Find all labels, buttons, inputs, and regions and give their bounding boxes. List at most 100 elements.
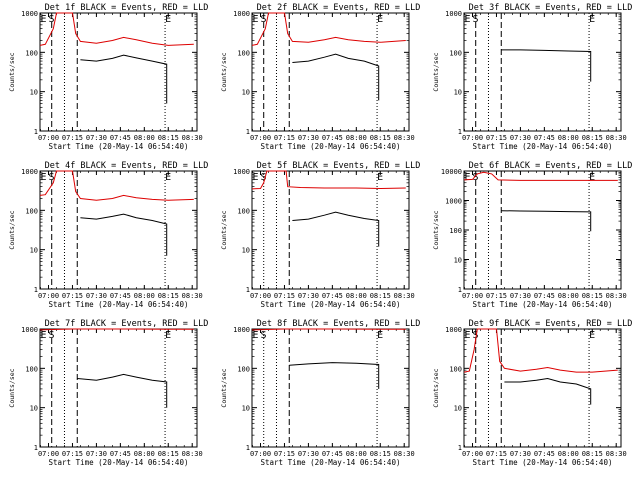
panel-6-xtick-label: 08:30 <box>606 292 627 300</box>
panel-6-xtick-label: 07:45 <box>534 292 555 300</box>
panel-4-ytick-label: 10 <box>30 247 38 255</box>
panel-4-lld-series <box>39 170 194 201</box>
panel-7-ylabel: Counts/sec <box>8 368 16 407</box>
panel-4-interval-mark: E <box>41 172 47 183</box>
panel-8-xtick-label: 08:30 <box>394 450 415 458</box>
panel-6-ytick-label: 10000 <box>441 168 462 176</box>
panel-6-lld-series <box>463 171 618 181</box>
panel-1-ytick-label: 1 <box>34 128 38 136</box>
panel-4-interval-mark: E <box>165 172 171 183</box>
panel-5-xlabel: Start Time (20-May-14 06:54:40) <box>261 300 401 309</box>
panel-2-events-series <box>292 53 380 101</box>
panel-2-xtick-label: 07:00 <box>250 134 271 142</box>
panel-3-ytick-label: 1 <box>458 128 462 136</box>
panel-9-xlabel: Start Time (20-May-14 06:54:40) <box>473 458 613 467</box>
panel-1-xlabel: Start Time (20-May-14 06:54:40) <box>49 142 189 151</box>
panel-3-xtick-label: 07:30 <box>510 134 531 142</box>
panel-2-interval-mark: E <box>377 14 383 25</box>
panel-9-interval-mark: S <box>473 330 479 341</box>
panel-7-xtick-label: 07:45 <box>110 450 131 458</box>
panel-4-xtick-label: 08:15 <box>158 292 179 300</box>
panel-2-ytick-label: 10 <box>242 89 250 97</box>
panel-1-lld-series <box>39 12 194 46</box>
panel-2-xtick-label: 08:30 <box>394 134 415 142</box>
panel-6-interval-mark: E <box>589 172 595 183</box>
panel-6-title: Det 6f BLACK = Events, RED = LLD <box>469 161 633 171</box>
panel-7-plot-frame <box>39 328 198 448</box>
panel-4-ytick-label: 100 <box>25 207 38 215</box>
panel-7-interval-mark: E <box>165 330 171 341</box>
panel-1-interval-mark: E <box>41 14 47 25</box>
panel-5-xtick-label: 07:15 <box>274 292 295 300</box>
panel-6-xtick-label: 07:00 <box>462 292 483 300</box>
panel-5-ytick-label: 10 <box>242 247 250 255</box>
panel-1-events-series <box>80 54 168 104</box>
panel-2-ytick-label: 1000 <box>233 10 250 18</box>
panel-1-xtick-label: 08:15 <box>158 134 179 142</box>
panel-4-xtick-label: 08:00 <box>134 292 155 300</box>
panel-7-ytick-label: 1000 <box>21 326 38 334</box>
panel-1-xtick-label: 07:00 <box>38 134 59 142</box>
panel-9-title: Det 9f BLACK = Events, RED = LLD <box>469 319 633 329</box>
panel-5-ytick-label: 1000 <box>233 168 250 176</box>
panel-9-xtick-label: 08:00 <box>558 450 579 458</box>
panel-5-ytick-label: 100 <box>237 207 250 215</box>
panel-8-xtick-label: 07:45 <box>322 450 343 458</box>
panel-8-ytick-label: 1000 <box>233 326 250 334</box>
panel-9-ytick-label: 1 <box>458 444 462 452</box>
panel-4-ytick-label: 1 <box>34 286 38 294</box>
panel-8-ytick-label: 1 <box>246 444 250 452</box>
panel-1-interval-mark: S <box>49 14 55 25</box>
panel-9-xtick-label: 07:15 <box>486 450 507 458</box>
panel-2-xtick-label: 08:15 <box>370 134 391 142</box>
panel-4-title: Det 4f BLACK = Events, RED = LLD <box>45 161 209 171</box>
panel-2-xtick-label: 07:15 <box>274 134 295 142</box>
panel-2-ylabel: Counts/sec <box>220 52 228 91</box>
panel-2-xtick-label: 08:00 <box>346 134 367 142</box>
panel-4-ylabel: Counts/sec <box>8 210 16 249</box>
panel-8-xtick-label: 08:00 <box>346 450 367 458</box>
panel-5-interval-mark: S <box>261 172 267 183</box>
panel-3-xtick-label: 07:00 <box>462 134 483 142</box>
panel-4-ytick-label: 1000 <box>21 168 38 176</box>
panel-8-ytick-label: 10 <box>242 405 250 413</box>
panel-9-interval-mark: E <box>465 330 471 341</box>
panel-5-xtick-label: 08:00 <box>346 292 367 300</box>
panel-6-interval-mark: E <box>465 172 471 183</box>
panel-1-xtick-label: 07:15 <box>62 134 83 142</box>
panel-3-interval-mark: E <box>465 14 471 25</box>
panel-7-xtick-label: 07:15 <box>62 450 83 458</box>
panel-9-xtick-label: 08:30 <box>606 450 627 458</box>
panel-7-xtick-label: 08:00 <box>134 450 155 458</box>
panel-8-xtick-label: 07:30 <box>298 450 319 458</box>
panel-3-ytick-label: 100 <box>449 49 462 57</box>
panel-6-ytick-label: 1 <box>458 286 462 294</box>
panel-9-ytick-label: 10 <box>454 405 462 413</box>
panel-6-xtick-label: 07:30 <box>510 292 531 300</box>
panel-3-title: Det 3f BLACK = Events, RED = LLD <box>469 3 633 13</box>
panel-6-events-series <box>501 210 592 232</box>
panel-5-ytick-label: 1 <box>246 286 250 294</box>
panel-7-events-series <box>77 373 168 408</box>
panel-5-xtick-label: 07:45 <box>322 292 343 300</box>
panel-8-title: Det 8f BLACK = Events, RED = LLD <box>257 319 421 329</box>
panel-5-xtick-label: 07:30 <box>298 292 319 300</box>
panel-2-ytick-label: 1 <box>246 128 250 136</box>
panel-1-ytick-label: 100 <box>25 49 38 57</box>
panel-3-ytick-label: 10 <box>454 89 462 97</box>
panel-3-xtick-label: 08:00 <box>558 134 579 142</box>
panel-1-ytick-label: 1000 <box>21 10 38 18</box>
panel-2-title: Det 2f BLACK = Events, RED = LLD <box>257 3 421 13</box>
panel-1-interval-mark: E <box>165 14 171 25</box>
panel-8-ylabel: Counts/sec <box>220 368 228 407</box>
panel-8-events-series <box>289 362 380 389</box>
panel-9-xtick-label: 07:30 <box>510 450 531 458</box>
panel-2-xlabel: Start Time (20-May-14 06:54:40) <box>261 142 401 151</box>
panel-5-interval-mark: E <box>377 172 383 183</box>
panel-7-title: Det 7f BLACK = Events, RED = LLD <box>45 319 209 329</box>
panel-2-xtick-label: 07:30 <box>298 134 319 142</box>
panel-3-interval-mark: S <box>473 14 479 25</box>
panel-1-xtick-label: 08:00 <box>134 134 155 142</box>
panel-3-xtick-label: 07:45 <box>534 134 555 142</box>
